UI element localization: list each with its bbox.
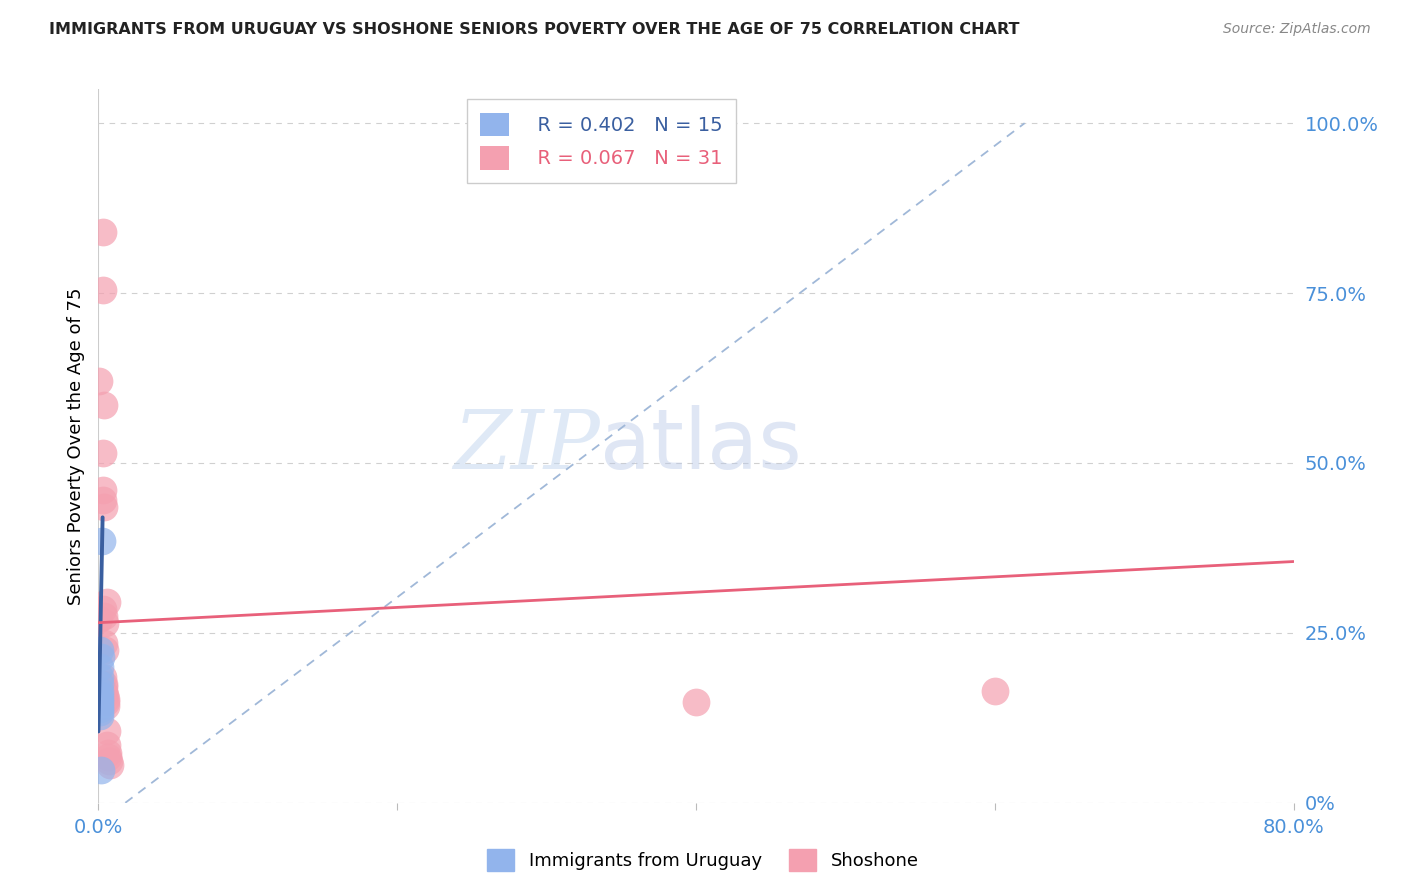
- Point: [93, 398, 115, 412]
- Point: [97, 746, 120, 760]
- Point: [97, 749, 120, 764]
- Point: [685, 695, 707, 709]
- Point: [89, 670, 111, 684]
- Point: [91, 283, 114, 297]
- Point: [91, 483, 114, 498]
- Point: [93, 680, 115, 694]
- Point: [89, 698, 111, 713]
- Point: [89, 708, 111, 723]
- Point: [89, 677, 111, 691]
- Text: Source: ZipAtlas.com: Source: ZipAtlas.com: [1223, 22, 1371, 37]
- Point: [98, 758, 121, 772]
- Text: ZIP: ZIP: [454, 406, 600, 486]
- Y-axis label: Seniors Poverty Over the Age of 75: Seniors Poverty Over the Age of 75: [66, 287, 84, 605]
- Point: [984, 683, 1007, 698]
- Point: [94, 691, 117, 706]
- Point: [89, 375, 111, 389]
- Legend:   R = 0.402   N = 15,   R = 0.067   N = 31: R = 0.402 N = 15, R = 0.067 N = 31: [467, 99, 737, 184]
- Point: [90, 649, 112, 664]
- Point: [89, 660, 111, 674]
- Point: [91, 446, 114, 460]
- Point: [91, 493, 114, 508]
- Point: [96, 698, 118, 713]
- Point: [93, 643, 115, 657]
- Text: atlas: atlas: [600, 406, 801, 486]
- Point: [96, 738, 118, 752]
- Point: [96, 595, 118, 609]
- Point: [91, 602, 114, 616]
- Point: [97, 754, 120, 768]
- Point: [89, 692, 111, 706]
- Point: [96, 724, 118, 739]
- Point: [91, 225, 114, 239]
- Point: [93, 615, 115, 630]
- Point: [90, 763, 112, 777]
- Point: [89, 702, 111, 716]
- Point: [93, 636, 115, 650]
- Point: [91, 670, 114, 684]
- Point: [93, 685, 115, 699]
- Point: [89, 612, 111, 626]
- Point: [94, 695, 117, 709]
- Point: [89, 683, 111, 698]
- Point: [93, 608, 115, 623]
- Text: IMMIGRANTS FROM URUGUAY VS SHOSHONE SENIORS POVERTY OVER THE AGE OF 75 CORRELATI: IMMIGRANTS FROM URUGUAY VS SHOSHONE SENI…: [49, 22, 1019, 37]
- Point: [93, 689, 115, 703]
- Point: [89, 689, 111, 703]
- Point: [89, 695, 111, 709]
- Legend: Immigrants from Uruguay, Shoshone: Immigrants from Uruguay, Shoshone: [479, 842, 927, 879]
- Point: [90, 534, 112, 549]
- Point: [89, 706, 111, 720]
- Point: [93, 677, 115, 691]
- Point: [93, 500, 115, 515]
- Point: [89, 643, 111, 657]
